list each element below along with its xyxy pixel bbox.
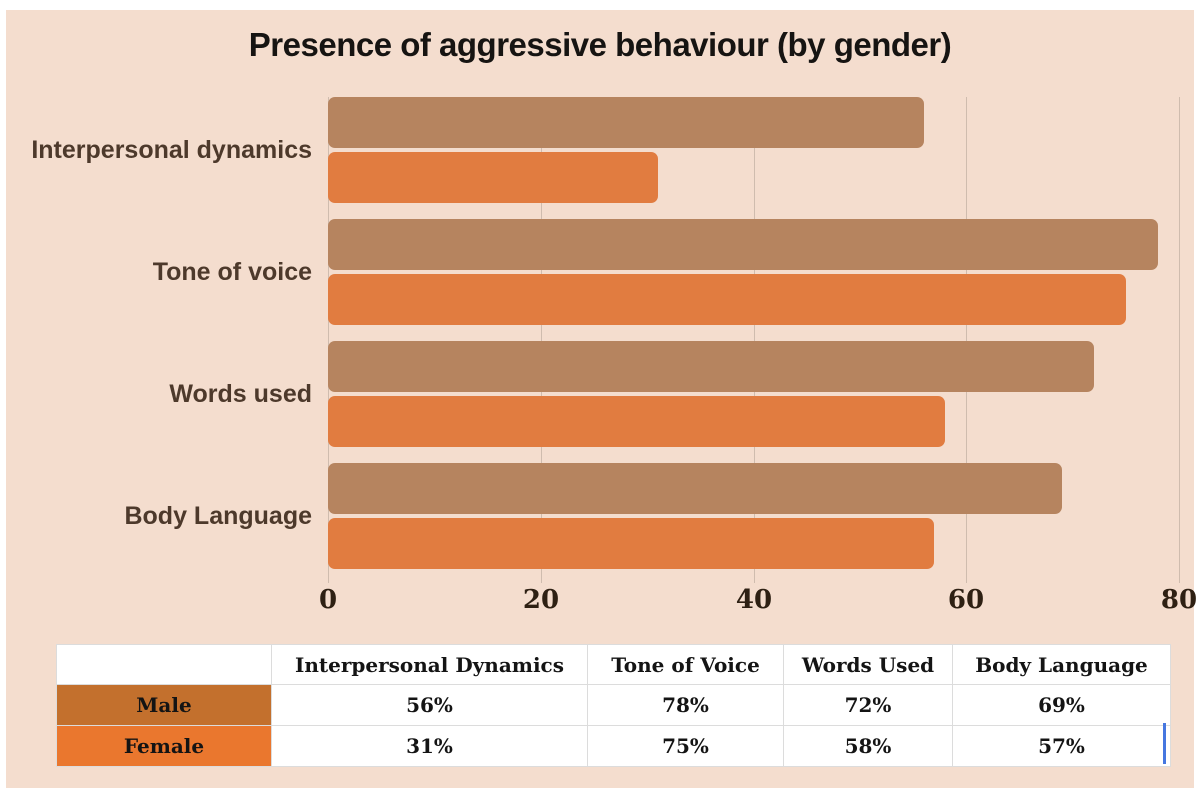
plot-area: [328, 97, 1180, 583]
table-header-tone-of-voice: Tone of Voice: [588, 645, 783, 684]
gridline-20: [541, 97, 542, 583]
male-value-body-language: 69%: [953, 685, 1170, 725]
table-header-interpersonal-dynamics: Interpersonal Dynamics: [272, 645, 587, 684]
data-table: Interpersonal Dynamics Tone of Voice Wor…: [56, 644, 1171, 767]
bar-male-0: [328, 97, 924, 148]
table-header-words-used: Words Used: [784, 645, 952, 684]
x-tick-label-0: 0: [318, 585, 338, 615]
female-value-interpersonal-dynamics: 31%: [272, 726, 587, 766]
male-value-interpersonal-dynamics: 56%: [272, 685, 587, 725]
female-row-header: Female: [57, 726, 271, 766]
female-value-tone-of-voice: 75%: [588, 726, 783, 766]
male-row-header: Male: [57, 685, 271, 725]
gridline-40: [754, 97, 755, 583]
bar-male-1: [328, 219, 1158, 270]
bar-female-3: [328, 518, 934, 569]
gridline-80: [1179, 97, 1180, 583]
bar-female-1: [328, 274, 1126, 325]
bar-male-2: [328, 341, 1094, 392]
selection-cursor-line: [1163, 723, 1166, 764]
x-tick-label-80: 80: [1160, 585, 1198, 615]
table-corner-cell: [57, 645, 271, 684]
bar-female-0: [328, 152, 658, 203]
bar-female-2: [328, 396, 945, 447]
gridline-0: [328, 97, 329, 583]
category-label-interpersonal-dynamics: Interpersonal dynamics: [31, 136, 312, 164]
category-label-words-used: Words used: [169, 380, 312, 408]
x-tick-label-60: 60: [947, 585, 985, 615]
male-value-tone-of-voice: 78%: [588, 685, 783, 725]
gridline-60: [966, 97, 967, 583]
male-value-words-used: 72%: [784, 685, 952, 725]
x-tick-label-40: 40: [735, 585, 773, 615]
x-axis-tick-labels: 0 20 40 60 80: [0, 585, 1200, 619]
x-tick-label-20: 20: [522, 585, 560, 615]
female-value-body-language: 57%: [953, 726, 1170, 766]
table-header-body-language: Body Language: [953, 645, 1170, 684]
category-label-body-language: Body Language: [124, 502, 312, 530]
female-value-words-used: 58%: [784, 726, 952, 766]
category-label-tone-of-voice: Tone of voice: [152, 258, 312, 286]
bar-male-3: [328, 463, 1062, 514]
chart-title: Presence of aggressive behaviour (by gen…: [248, 26, 952, 63]
